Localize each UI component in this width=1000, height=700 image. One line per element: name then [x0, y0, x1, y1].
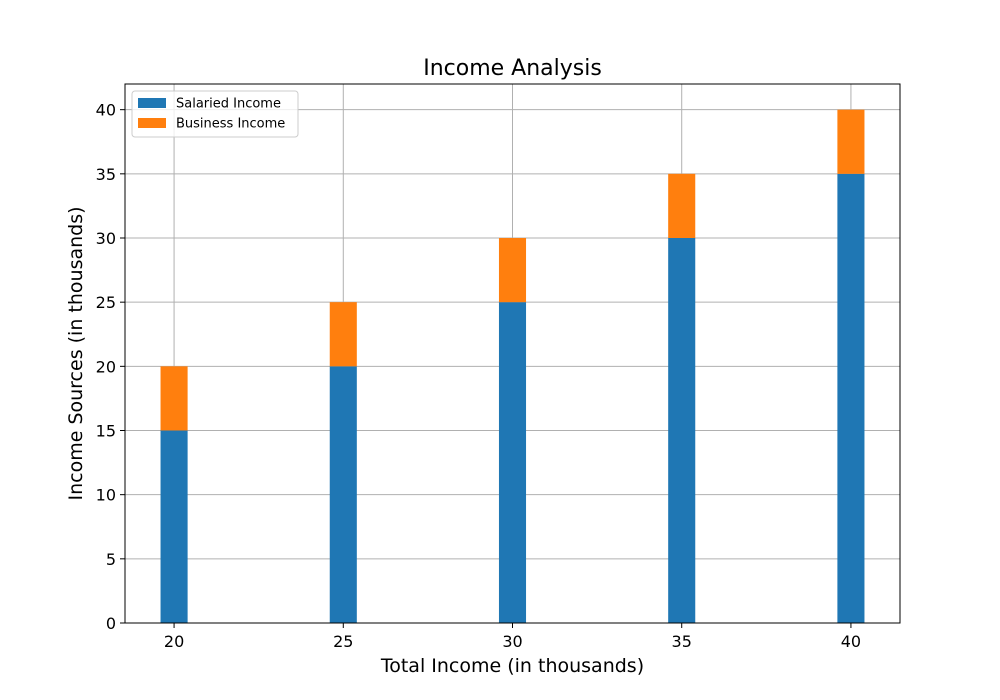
- x-tick-label-40: 40: [841, 632, 861, 651]
- y-tick-label-25: 25: [96, 293, 116, 312]
- bar-salaried-income-30: [498, 302, 527, 623]
- y-tick-label-35: 35: [96, 165, 116, 184]
- bars: [160, 109, 865, 624]
- bar-salaried-income-35: [668, 238, 696, 623]
- x-axis-label: Total Income (in thousands): [380, 655, 644, 677]
- x-tick-label-30: 30: [502, 632, 522, 651]
- y-axis-ticks: 0 5 10 15 20 25 30 35 40: [96, 101, 125, 633]
- legend-label-salaried-income: Salaried Income: [176, 97, 281, 112]
- x-tick-label-25: 25: [333, 632, 353, 651]
- x-tick-label-35: 35: [672, 632, 692, 651]
- y-tick-label-0: 0: [106, 614, 116, 633]
- y-tick-label-40: 40: [96, 101, 116, 120]
- bar-business-income-25: [329, 302, 357, 367]
- x-tick-label-20: 20: [164, 632, 184, 651]
- y-tick-label-30: 30: [96, 229, 116, 248]
- legend-box: [131, 90, 299, 138]
- y-tick-label-20: 20: [96, 357, 116, 376]
- bar-business-income-20: [160, 366, 188, 431]
- bar-business-income-30: [498, 238, 527, 303]
- bar-salaried-income-20: [160, 430, 188, 623]
- legend-label-business-income: Business Income: [176, 117, 285, 132]
- x-axis-ticks: 20 25 30 35 40: [164, 623, 861, 651]
- legend: Salaried Income Business Income: [131, 90, 299, 138]
- legend-swatch-salaried-income: [138, 98, 166, 108]
- y-axis-label: Income Sources (in thousands): [65, 206, 87, 500]
- y-tick-label-5: 5: [106, 550, 116, 569]
- bar-salaried-income-40: [837, 173, 865, 624]
- chart-title: Income Analysis: [423, 56, 602, 81]
- bar-business-income-40: [837, 109, 865, 174]
- y-tick-label-15: 15: [96, 422, 116, 441]
- y-tick-label-10: 10: [96, 486, 116, 505]
- legend-swatch-business-income: [138, 118, 166, 128]
- bar-salaried-income-25: [329, 366, 357, 623]
- bar-business-income-35: [668, 173, 696, 238]
